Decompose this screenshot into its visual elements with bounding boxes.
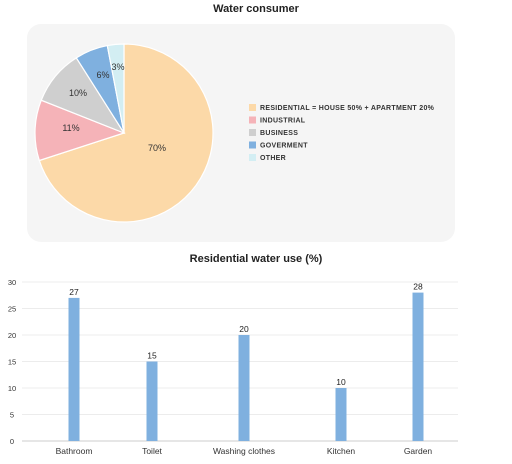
- x-category-label: Toilet: [142, 446, 162, 456]
- y-tick-label: 5: [10, 411, 14, 420]
- legend-entry: GOVERMENT: [260, 143, 308, 150]
- y-tick-label: 25: [8, 305, 16, 314]
- legend-entry: RESIDENTIAL = HOUSE 50% + APARTMENT 20%: [260, 105, 435, 112]
- bar-toilet: [146, 361, 158, 441]
- pie-slice-5: [106, 43, 125, 134]
- bar-value-label: 20: [239, 324, 249, 334]
- x-category-label: Washing clothes: [213, 446, 275, 456]
- pie-chart-title: Water consumer: [213, 3, 299, 15]
- bar-bathroom: [68, 297, 80, 441]
- bar-garden: [412, 292, 424, 441]
- pie-slice-label: 10%: [69, 88, 87, 98]
- bar-value-label: 10: [336, 377, 346, 387]
- legend-entry: INDUSTRIAL: [260, 118, 306, 125]
- pie-slice-1: [38, 43, 214, 223]
- legend-swatch: [249, 116, 256, 124]
- legend-swatch: [249, 154, 256, 161]
- pie-slice-label: 70%: [148, 143, 166, 153]
- x-category-label: Bathroom: [56, 446, 93, 456]
- y-tick-label: 15: [8, 358, 16, 367]
- bar-washing-clothes: [238, 335, 250, 441]
- legend-entry: BUSINESS: [260, 130, 298, 137]
- bar-value-label: 28: [413, 282, 423, 292]
- legend-entry: OTHER: [260, 155, 286, 162]
- y-tick-label: 30: [8, 278, 16, 287]
- legend-swatch: [249, 104, 256, 111]
- bar-value-label: 15: [147, 351, 157, 361]
- x-category-label: Kitchen: [327, 446, 356, 456]
- pie-slice-label: 11%: [62, 123, 79, 133]
- pie-slice-label: 3%: [111, 62, 124, 72]
- bar-kitchen: [335, 388, 347, 441]
- x-category-label: Garden: [404, 446, 433, 456]
- bar-value-label: 27: [69, 287, 79, 297]
- y-tick-label: 0: [10, 437, 14, 446]
- y-tick-label: 20: [8, 331, 16, 340]
- y-tick-label: 10: [8, 384, 16, 393]
- legend-swatch: [249, 141, 256, 149]
- legend-swatch: [249, 129, 256, 136]
- bar-chart-title: Residential water use (%): [189, 253, 323, 265]
- pie-slice-label: 6%: [96, 70, 109, 80]
